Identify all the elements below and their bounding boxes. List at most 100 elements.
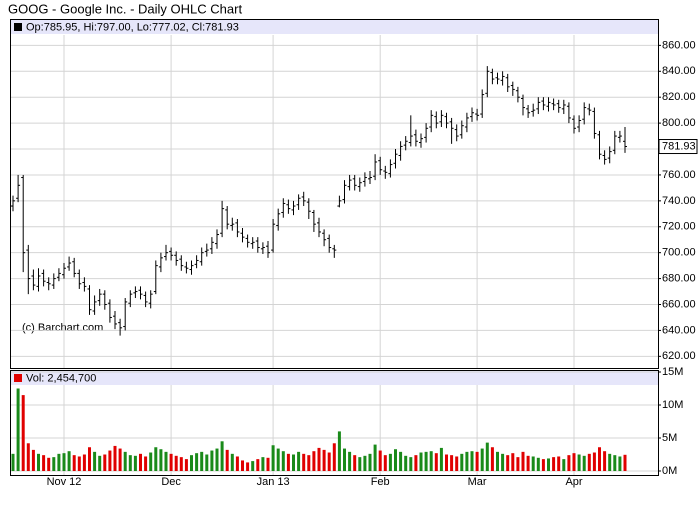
volume-bar: [77, 456, 81, 471]
volume-bar: [108, 450, 112, 471]
volume-bar: [179, 457, 183, 471]
volume-bar: [511, 453, 515, 471]
volume-bar: [256, 459, 260, 471]
volume-bar: [276, 448, 280, 471]
volume-bar: [67, 451, 71, 471]
volume-bar: [271, 445, 275, 471]
volume-bar: [292, 454, 295, 471]
volume-bar: [128, 455, 132, 471]
ohlc-header: Op:785.95, Hi:797.00, Lo:777.02, Cl:781.…: [26, 21, 239, 33]
volume-bar: [62, 453, 66, 471]
volume-bar: [567, 455, 571, 471]
volume-bar: [184, 459, 188, 471]
volume-bar: [363, 455, 367, 471]
volume-bar: [317, 447, 321, 471]
volume-bar: [582, 455, 586, 471]
volume-bar: [434, 453, 438, 471]
volume-bar: [332, 443, 336, 471]
volume-bar: [419, 452, 423, 471]
volume-bar: [154, 447, 158, 471]
volume-bar: [378, 450, 382, 471]
volume-bar: [225, 449, 229, 471]
volume-bar: [592, 452, 596, 471]
volume-bar: [557, 456, 561, 471]
x-tick-label: Mar: [468, 476, 487, 488]
volume-bar: [174, 455, 178, 471]
y-tick-label: 820.00: [662, 91, 696, 103]
volume-bar: [93, 451, 97, 471]
volume-bar: [613, 455, 617, 471]
x-tick-label: Feb: [371, 476, 390, 488]
volume-bar: [220, 441, 224, 471]
volume-bar: [470, 451, 474, 471]
volume-bar: [547, 458, 550, 471]
volume-bar: [501, 453, 505, 471]
volume-bar: [383, 455, 387, 471]
marks: 781.93: [11, 66, 698, 471]
volume-bar: [404, 455, 408, 471]
volume-bar: [195, 453, 199, 471]
volume-bar: [439, 447, 443, 471]
y-tick-label: 680.00: [662, 273, 696, 285]
volume-bar: [327, 452, 331, 471]
volume-bar: [47, 457, 51, 471]
volume-bar: [37, 453, 40, 471]
y-tick-label: 860.00: [662, 39, 696, 51]
y-tick-label: 10M: [662, 399, 683, 411]
volume-bar: [496, 451, 499, 471]
chart-title: GOOG - Google Inc. - Daily OHLC Chart: [8, 1, 242, 16]
volume-bar: [353, 455, 357, 471]
price-header: [11, 20, 658, 34]
volume-bar: [235, 456, 239, 471]
x-tick-label: Nov 12: [47, 476, 82, 488]
y-tick-label: 760.00: [662, 169, 696, 181]
volume-header: Vol: 2,454,700: [26, 372, 96, 384]
y-tick-label: 700.00: [662, 247, 696, 259]
volume-bar: [215, 448, 219, 471]
volume-bar: [82, 454, 86, 471]
volume-bar: [399, 451, 403, 471]
volume-bar: [485, 442, 489, 471]
volume-bar: [343, 448, 346, 471]
y-tick-label: 840.00: [662, 65, 696, 77]
volume-bar: [42, 455, 46, 471]
x-tick-label: Jan 13: [257, 476, 290, 488]
volume-bar: [11, 453, 15, 471]
volume-bar: [445, 454, 448, 471]
volume-bar: [144, 456, 148, 471]
volume-bar: [123, 451, 127, 471]
volume-bar: [429, 451, 433, 471]
volume-bar: [373, 444, 377, 471]
volume-bar: [52, 457, 56, 471]
volume-bar: [302, 453, 306, 471]
volume-bar: [251, 461, 255, 471]
volume-bar: [164, 451, 168, 471]
volume-bar: [169, 453, 173, 471]
volume-bar: [200, 451, 204, 471]
volume-bar: [526, 455, 530, 471]
volume-bar: [322, 449, 326, 471]
y-tick-label: 640.00: [662, 324, 696, 336]
x-tick-label: Dec: [161, 476, 181, 488]
volume-bar: [608, 453, 612, 471]
volume-bar: [409, 457, 413, 471]
y-tick-label: 5M: [662, 432, 677, 444]
watermark: (c) Barchart.com: [22, 322, 103, 334]
volume-bar: [118, 448, 122, 471]
volume-bar: [572, 453, 576, 471]
last-price-label: 781.93: [662, 140, 696, 152]
volume-bar: [103, 454, 107, 471]
volume-bar: [312, 451, 316, 471]
volume-bar: [455, 456, 459, 471]
volume-bar: [388, 453, 392, 471]
volume-bar: [230, 453, 234, 471]
x-tick-label: Apr: [565, 476, 582, 488]
volume-bar: [348, 451, 352, 471]
volume-bar: [26, 443, 30, 471]
y-tick-label: 620.00: [662, 350, 696, 362]
volume-bar: [562, 459, 566, 471]
volume-header-strip: [11, 371, 658, 385]
volume-bar: [297, 451, 301, 471]
volume-bar: [337, 431, 341, 471]
volume-bar: [72, 455, 76, 471]
